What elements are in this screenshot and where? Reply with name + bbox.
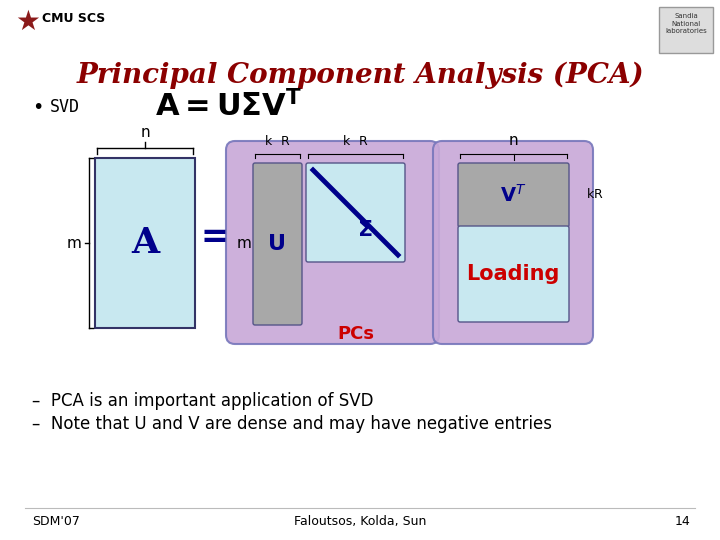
Text: R: R [281,135,289,148]
Text: k: k [343,135,351,148]
Text: $\mathbf{V}^T$: $\mathbf{V}^T$ [500,184,527,206]
Text: R: R [359,135,367,148]
Text: PCs: PCs [337,325,374,343]
Text: Principal Component Analysis (PCA): Principal Component Analysis (PCA) [76,62,644,89]
FancyBboxPatch shape [458,226,569,322]
Text: •: • [32,98,43,117]
Text: m: m [67,235,82,251]
Text: Sandia
National
laboratories: Sandia National laboratories [665,13,707,34]
Text: –  PCA is an important application of SVD: – PCA is an important application of SVD [32,392,374,410]
FancyBboxPatch shape [659,7,713,53]
Text: R: R [594,188,603,201]
Text: 14: 14 [674,515,690,528]
Text: Faloutsos, Kolda, Sun: Faloutsos, Kolda, Sun [294,515,426,528]
FancyBboxPatch shape [95,158,195,328]
Text: SVD: SVD [50,98,80,116]
Text: k: k [587,188,594,201]
Text: m: m [237,237,252,252]
Text: n: n [140,125,150,140]
Text: –  Note that U and V are dense and may have negative entries: – Note that U and V are dense and may ha… [32,415,552,433]
FancyBboxPatch shape [306,163,405,262]
Text: Loading: Loading [467,264,559,284]
Text: =: = [200,221,228,254]
Text: $\mathbf{A = U\Sigma V^T}$: $\mathbf{A = U\Sigma V^T}$ [155,90,302,123]
FancyBboxPatch shape [226,141,439,344]
Text: SDM'07: SDM'07 [32,515,80,528]
Text: A: A [131,226,159,260]
FancyBboxPatch shape [253,163,302,325]
Text: k: k [265,135,272,148]
Text: U: U [269,234,287,254]
Text: ★: ★ [15,8,40,36]
Text: n: n [509,133,518,148]
Text: Σ: Σ [358,220,373,240]
Text: CMU SCS: CMU SCS [42,12,105,25]
FancyBboxPatch shape [433,141,593,344]
FancyBboxPatch shape [458,163,569,227]
